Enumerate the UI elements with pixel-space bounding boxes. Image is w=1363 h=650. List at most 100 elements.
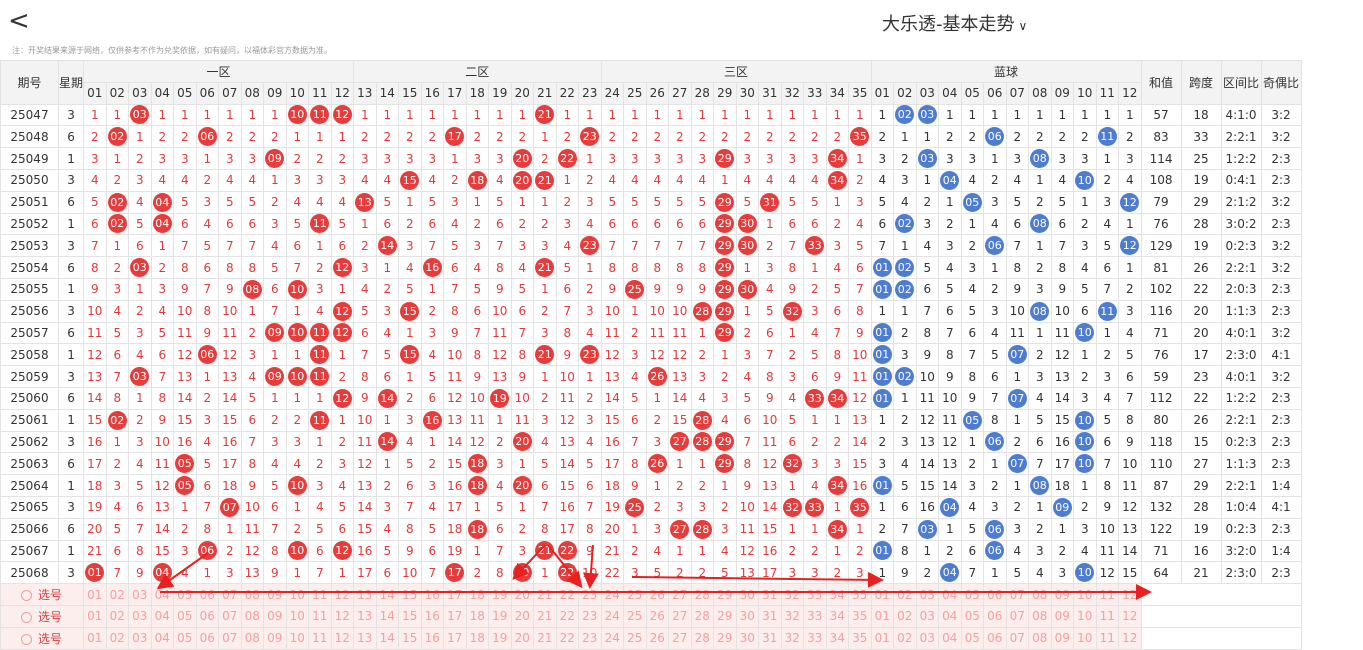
pick-front-02[interactable]: 02: [105, 583, 130, 606]
pick-front-24[interactable]: 24: [600, 583, 625, 606]
pick-front-10[interactable]: 10: [285, 626, 310, 650]
pick-front-32[interactable]: 32: [780, 604, 805, 628]
pick-front-10[interactable]: 10: [285, 604, 310, 628]
pick-front-22[interactable]: 22: [555, 626, 580, 650]
pick-back-05[interactable]: 05: [960, 604, 985, 628]
pick-back-09[interactable]: 09: [1050, 604, 1075, 628]
pick-back-07[interactable]: 07: [1005, 583, 1030, 606]
pick-front-28[interactable]: 28: [690, 604, 715, 628]
pick-front-15[interactable]: 15: [398, 626, 422, 650]
pick-front-33[interactable]: 33: [803, 604, 827, 628]
pick-front-07[interactable]: 07: [218, 604, 242, 628]
pick-front-34[interactable]: 34: [825, 604, 850, 628]
pick-back-12[interactable]: 12: [1118, 583, 1142, 606]
pick-back-07[interactable]: 07: [1005, 626, 1030, 650]
pick-back-10[interactable]: 10: [1073, 626, 1097, 650]
pick-front-20[interactable]: 20: [510, 604, 535, 628]
pick-front-01[interactable]: 01: [83, 626, 107, 650]
pick-front-17[interactable]: 17: [443, 626, 467, 650]
radio-icon[interactable]: [21, 611, 32, 623]
pick-front-04[interactable]: 04: [150, 583, 175, 606]
pick-front-03[interactable]: 03: [128, 604, 152, 628]
pick-front-05[interactable]: 05: [173, 626, 197, 650]
pick-front-14[interactable]: 14: [375, 583, 400, 606]
pick-front-29[interactable]: 29: [713, 604, 737, 628]
pick-front-16[interactable]: 16: [420, 604, 445, 628]
pick-front-08[interactable]: 08: [240, 604, 265, 628]
pick-front-17[interactable]: 17: [443, 583, 467, 606]
pick-front-10[interactable]: 10: [285, 583, 310, 606]
pick-front-19[interactable]: 19: [488, 583, 512, 606]
pick-front-13[interactable]: 13: [353, 604, 377, 628]
pick-back-12[interactable]: 12: [1118, 604, 1142, 628]
pick-front-06[interactable]: 06: [195, 604, 220, 628]
pick-label[interactable]: 选号: [0, 626, 85, 650]
pick-front-07[interactable]: 07: [218, 583, 242, 606]
pick-back-06[interactable]: 06: [983, 583, 1007, 606]
pick-front-05[interactable]: 05: [173, 604, 197, 628]
pick-front-07[interactable]: 07: [218, 626, 242, 650]
pick-front-26[interactable]: 26: [645, 626, 670, 650]
pick-back-07[interactable]: 07: [1005, 604, 1030, 628]
pick-front-17[interactable]: 17: [443, 604, 467, 628]
pick-back-04[interactable]: 04: [938, 626, 962, 650]
pick-front-19[interactable]: 19: [488, 604, 512, 628]
pick-front-18[interactable]: 18: [465, 583, 490, 606]
pick-back-01[interactable]: 01: [870, 626, 895, 650]
pick-front-23[interactable]: 23: [578, 583, 602, 606]
pick-front-04[interactable]: 04: [150, 626, 175, 650]
pick-front-34[interactable]: 34: [825, 626, 850, 650]
pick-front-16[interactable]: 16: [420, 626, 445, 650]
pick-front-11[interactable]: 11: [308, 604, 332, 628]
pick-front-02[interactable]: 02: [105, 626, 130, 650]
pick-front-23[interactable]: 23: [578, 626, 602, 650]
back-button[interactable]: <: [8, 6, 30, 36]
pick-front-20[interactable]: 20: [510, 583, 535, 606]
pick-back-09[interactable]: 09: [1050, 583, 1075, 606]
pick-front-09[interactable]: 09: [263, 583, 287, 606]
radio-icon[interactable]: [21, 590, 32, 602]
pick-front-05[interactable]: 05: [173, 583, 197, 606]
pick-front-27[interactable]: 27: [668, 626, 692, 650]
pick-front-30[interactable]: 30: [735, 604, 760, 628]
pick-back-12[interactable]: 12: [1118, 626, 1142, 650]
pick-back-08[interactable]: 08: [1028, 626, 1052, 650]
pick-front-13[interactable]: 13: [353, 583, 377, 606]
pick-back-10[interactable]: 10: [1073, 604, 1097, 628]
pick-front-14[interactable]: 14: [375, 626, 400, 650]
pick-back-08[interactable]: 08: [1028, 604, 1052, 628]
pick-front-09[interactable]: 09: [263, 604, 287, 628]
pick-front-01[interactable]: 01: [83, 583, 107, 606]
pick-back-04[interactable]: 04: [938, 583, 962, 606]
pick-front-32[interactable]: 32: [780, 583, 805, 606]
pick-back-03[interactable]: 03: [915, 583, 940, 606]
pick-front-33[interactable]: 33: [803, 583, 827, 606]
pick-front-26[interactable]: 26: [645, 583, 670, 606]
pick-front-23[interactable]: 23: [578, 604, 602, 628]
pick-front-13[interactable]: 13: [353, 626, 377, 650]
pick-back-09[interactable]: 09: [1050, 626, 1075, 650]
pick-front-35[interactable]: 35: [848, 604, 872, 628]
pick-front-24[interactable]: 24: [600, 626, 625, 650]
pick-front-01[interactable]: 01: [83, 604, 107, 628]
pick-front-26[interactable]: 26: [645, 604, 670, 628]
pick-front-22[interactable]: 22: [555, 604, 580, 628]
pick-front-27[interactable]: 27: [668, 604, 692, 628]
pick-back-02[interactable]: 02: [893, 583, 917, 606]
pick-front-29[interactable]: 29: [713, 583, 737, 606]
pick-back-10[interactable]: 10: [1073, 583, 1097, 606]
pick-label[interactable]: 选号: [0, 604, 85, 628]
page-title[interactable]: 大乐透-基本走势 ∨: [882, 10, 1027, 36]
pick-front-21[interactable]: 21: [533, 626, 557, 650]
pick-front-06[interactable]: 06: [195, 583, 220, 606]
pick-front-29[interactable]: 29: [713, 626, 737, 650]
pick-label[interactable]: 选号: [0, 583, 85, 606]
pick-back-01[interactable]: 01: [870, 583, 895, 606]
pick-front-08[interactable]: 08: [240, 583, 265, 606]
pick-front-11[interactable]: 11: [308, 626, 332, 650]
pick-front-18[interactable]: 18: [465, 626, 490, 650]
pick-front-34[interactable]: 34: [825, 583, 850, 606]
pick-front-25[interactable]: 25: [623, 626, 647, 650]
pick-back-04[interactable]: 04: [938, 604, 962, 628]
pick-back-01[interactable]: 01: [870, 604, 895, 628]
